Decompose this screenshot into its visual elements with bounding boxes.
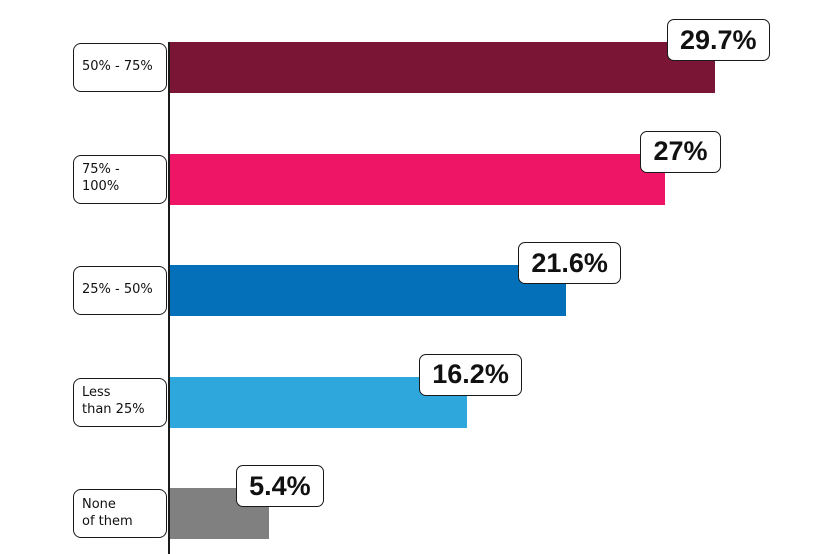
- y-axis-line: [168, 42, 170, 554]
- category-label: 75% - 100%: [73, 154, 167, 204]
- category-label: Less than 25%: [73, 377, 167, 427]
- bar: [170, 42, 715, 93]
- data-label: 27%: [640, 130, 721, 173]
- data-label: 16.2%: [419, 353, 522, 396]
- bar: [170, 376, 468, 428]
- bar: [170, 265, 567, 316]
- data-label: 29.7%: [667, 19, 770, 61]
- bar: [170, 153, 666, 205]
- category-label: 50% - 75%: [73, 43, 167, 92]
- category-label: None of them: [73, 489, 167, 538]
- category-label: 25% - 50%: [73, 266, 167, 315]
- data-label: 5.4%: [236, 465, 324, 507]
- data-label: 21.6%: [518, 242, 621, 284]
